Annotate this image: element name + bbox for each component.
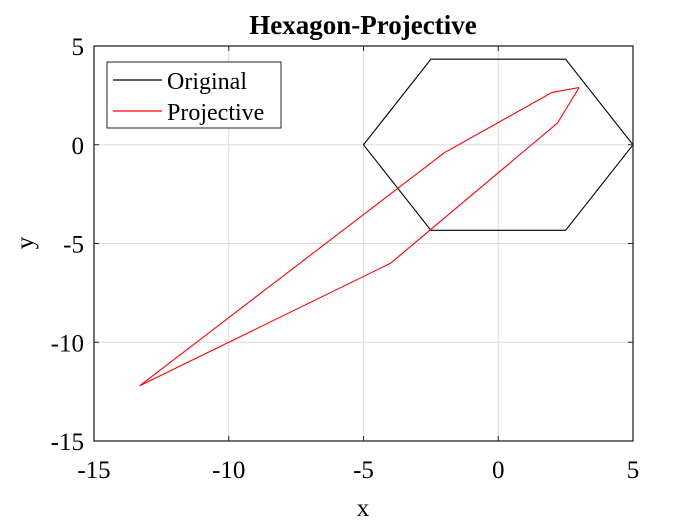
series-layer xyxy=(139,58,634,387)
legend: Original Projective xyxy=(106,61,282,129)
x-tick-label: -5 xyxy=(353,457,374,484)
legend-label-projective: Projective xyxy=(167,100,264,126)
x-tick-label: 5 xyxy=(627,457,640,484)
y-tick-label: -10 xyxy=(51,330,84,357)
ticks: -15 -10 -5 0 5 -15 -10 -5 0 5 xyxy=(51,34,640,484)
chart-title: Hexagon-Projective xyxy=(249,10,476,40)
series-line-projective xyxy=(139,86,580,387)
y-tick-label: 5 xyxy=(72,34,85,61)
x-axis-label: x xyxy=(357,495,370,522)
legend-box xyxy=(106,61,282,129)
y-tick-label: -15 xyxy=(51,429,84,456)
x-tick-label: -10 xyxy=(212,457,245,484)
x-tick-label: -15 xyxy=(77,457,110,484)
legend-label-original: Original xyxy=(167,69,247,95)
x-tick-label: 0 xyxy=(492,457,505,484)
series-line-original xyxy=(362,58,634,231)
y-tick-label: 0 xyxy=(72,133,85,160)
y-axis-label: y xyxy=(12,236,39,249)
y-tick-label: -5 xyxy=(63,232,84,259)
